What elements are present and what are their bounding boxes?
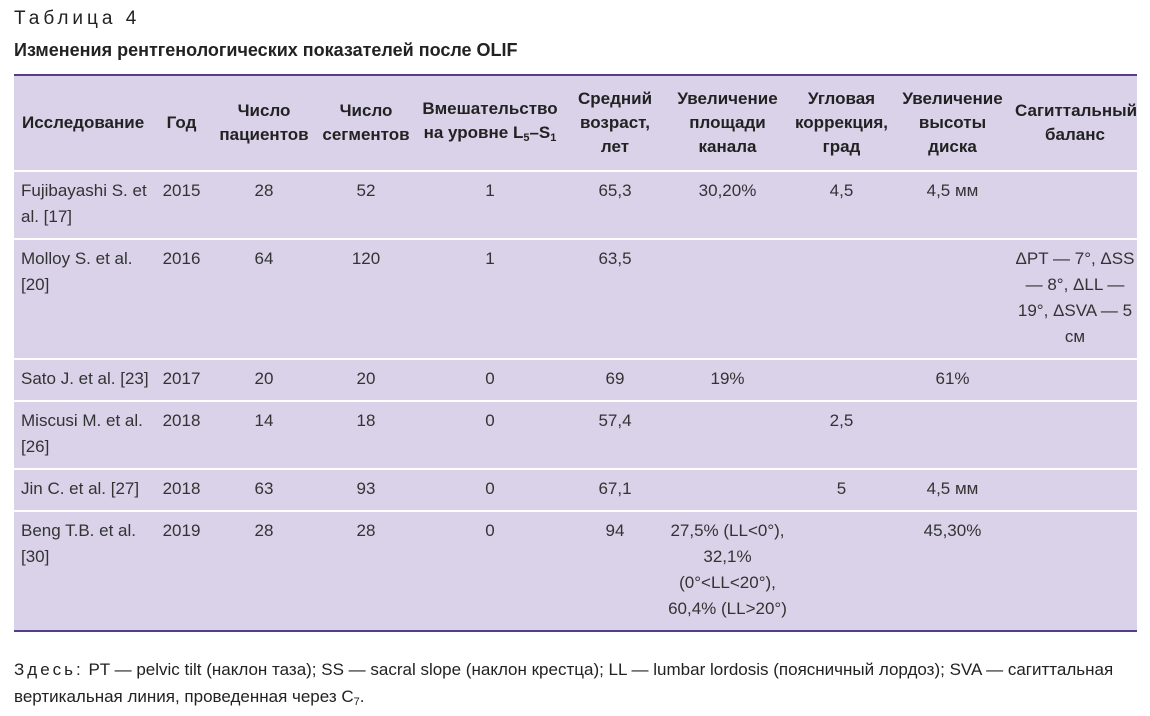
cell-angle — [791, 511, 892, 630]
cell-intervention: 0 — [414, 359, 566, 402]
table-title: Изменения рентгенологических показателей… — [14, 40, 518, 60]
cell-disc: 61% — [892, 359, 1013, 402]
table-header-row: Исследование Год Число пациентов Число с… — [14, 76, 1137, 172]
cell-segments: 28 — [356, 521, 376, 540]
cell-disc: 4,5 мм — [892, 171, 1013, 240]
cell-intervention: 0 — [414, 469, 566, 512]
cell-age: 57,4 — [566, 401, 664, 470]
cell-angle: 4,5 — [791, 171, 892, 240]
cell-sagittal — [1013, 401, 1137, 470]
cell-age: 69 — [566, 359, 664, 402]
table-row: Beng T.B. et al. [30] 2019 28 28 0 94 27… — [14, 511, 1137, 630]
cell-segments: 93 — [318, 469, 414, 512]
cell-age: 63,5 — [566, 239, 664, 360]
cell-canal: 30,20% — [664, 171, 791, 240]
cell-year: 2015 — [153, 171, 210, 240]
cell-study: Miscusi M. et al. [26] — [14, 401, 153, 470]
footnote-label: Здесь: — [14, 660, 84, 679]
cell-study: Fujibayashi S. et al. [17] — [14, 171, 153, 240]
header-canal: Увеличение площади канала — [664, 76, 791, 172]
header-study: Исследование — [14, 76, 153, 172]
header-patients: Число пациентов — [210, 76, 318, 172]
cell-age: 94 — [605, 521, 625, 540]
cell-patients: 28 — [210, 171, 318, 240]
cell-age: 67,1 — [566, 469, 664, 512]
table-row: Miscusi M. et al. [26] 2018 14 18 0 57,4… — [14, 401, 1137, 470]
cell-segments: 52 — [318, 171, 414, 240]
cell-disc — [892, 239, 1013, 360]
data-table-container: Исследование Год Число пациентов Число с… — [14, 74, 1137, 632]
cell-year: 2018 — [153, 401, 210, 470]
cell-disc: 4,5 мм — [892, 469, 1013, 512]
cell-patients: 14 — [210, 401, 318, 470]
cell-patients: 64 — [210, 239, 318, 360]
cell-angle: 5 — [791, 469, 892, 512]
header-angle: Угловая коррекция, град — [791, 76, 892, 172]
cell-intervention: 1 — [414, 239, 566, 360]
cell-patients: 20 — [210, 359, 318, 402]
cell-age: 65,3 — [566, 171, 664, 240]
cell-angle — [791, 359, 892, 402]
header-intervention: Вмешательство на уровне L5–S1 — [414, 76, 566, 172]
cell-angle — [791, 239, 892, 360]
cell-year: 2016 — [153, 239, 210, 360]
cell-sagittal — [1013, 359, 1137, 402]
cell-study: Beng T.B. et al. [30] — [21, 521, 136, 566]
table-row: Fujibayashi S. et al. [17] 2015 28 52 1 … — [14, 171, 1137, 240]
table-footnote: Здесь: PT — pelvic tilt (наклон таза); S… — [14, 656, 1139, 716]
cell-segments: 20 — [318, 359, 414, 402]
header-sagittal: Сагиттальный баланс — [1013, 76, 1137, 172]
cell-disc — [892, 401, 1013, 470]
cell-year: 2019 — [162, 521, 201, 540]
cell-study: Molloy S. et al. [20] — [14, 239, 153, 360]
data-table: Исследование Год Число пациентов Число с… — [14, 76, 1137, 630]
footnote-end: . — [359, 687, 365, 706]
header-year: Год — [153, 76, 210, 172]
cell-sagittal — [1013, 469, 1137, 512]
cell-patients: 63 — [210, 469, 318, 512]
cell-canal — [664, 401, 791, 470]
cell-disc: 45,30% — [923, 521, 982, 540]
cell-canal — [664, 469, 791, 512]
cell-intervention: 0 — [414, 401, 566, 470]
cell-study: Jin C. et al. [27] — [14, 469, 153, 512]
footnote-sub: 7 — [353, 696, 360, 708]
cell-patients: 28 — [254, 521, 274, 540]
cell-canal: 27,5% (LL<0°), 32,1% (0°<LL<20°), 60,4% … — [668, 521, 787, 618]
cell-segments: 18 — [318, 401, 414, 470]
header-segments: Число сегментов — [318, 76, 414, 172]
cell-segments: 120 — [318, 239, 414, 360]
cell-canal — [664, 239, 791, 360]
cell-year: 2017 — [153, 359, 210, 402]
cell-intervention: 1 — [414, 171, 566, 240]
cell-canal: 19% — [664, 359, 791, 402]
cell-sagittal — [1013, 511, 1137, 630]
cell-study: Sato J. et al. [23] — [14, 359, 153, 402]
table-row: Jin C. et al. [27] 2018 63 93 0 67,1 5 4… — [14, 469, 1137, 512]
header-age: Средний возраст, лет — [566, 76, 664, 172]
table-row: Sato J. et al. [23] 2017 20 20 0 69 19% … — [14, 359, 1137, 402]
cell-angle: 2,5 — [791, 401, 892, 470]
cell-year: 2018 — [153, 469, 210, 512]
cell-sagittal — [1013, 171, 1137, 240]
table-number: Таблица 4 — [14, 8, 141, 29]
table-row: Molloy S. et al. [20] 2016 64 120 1 63,5… — [14, 239, 1137, 360]
cell-sagittal: ΔPT — 7°, ΔSS — 8°, ΔLL — 19°, ΔSVA — 5 … — [1013, 239, 1137, 360]
cell-intervention: 0 — [485, 521, 495, 540]
footnote-text: PT — pelvic tilt (наклон таза); SS — sac… — [14, 660, 1114, 706]
header-disc: Увеличение высоты диска — [892, 76, 1013, 172]
